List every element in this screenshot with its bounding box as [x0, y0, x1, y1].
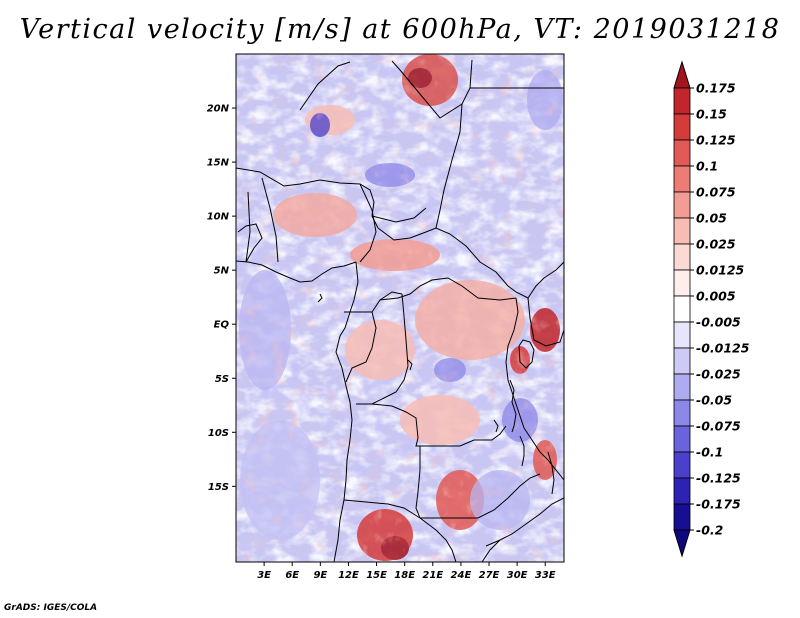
- colorbar-bin: [673, 477, 691, 505]
- grads-credit: GrADS: IGES/COLA: [4, 603, 98, 613]
- lake-victoria: [518, 339, 535, 369]
- border-benin: [261, 177, 279, 263]
- colorbar-bin: [673, 113, 691, 141]
- lat-tick-label: 10S: [208, 428, 229, 439]
- colorbar-bin: [673, 165, 691, 193]
- border-drc-angola: [356, 403, 507, 447]
- border-botswana: [481, 539, 501, 562]
- lon-tick-label: 9E: [313, 570, 327, 581]
- coastline-west-central: [333, 261, 359, 562]
- island-bioko: [317, 293, 323, 303]
- colorbar-label: 0.005: [696, 289, 736, 304]
- colorbar-label: -0.025: [696, 367, 741, 382]
- lon-tick-label: 3E: [257, 570, 271, 581]
- colorbar-label: -0.125: [696, 471, 741, 486]
- colorbar-label: -0.1: [696, 445, 723, 460]
- colorbar-bin: [673, 451, 691, 479]
- lat-tick-label: 15N: [207, 158, 230, 169]
- border-niger-algeria: [299, 61, 351, 111]
- lon-tick-label: 24E: [451, 570, 472, 581]
- colorbar-label: -0.175: [696, 497, 741, 512]
- colorbar-bin: [673, 243, 691, 271]
- border-angola-namibia: [343, 499, 421, 519]
- chart-title: Vertical velocity [m/s] at 600hPa, VT: 2…: [19, 14, 781, 45]
- lake-small-1: [407, 359, 413, 371]
- colorbar-label: 0.0125: [696, 263, 745, 278]
- lon-tick-label: 27E: [479, 570, 500, 581]
- lakes: [317, 293, 555, 495]
- lake-malawi: [547, 451, 555, 495]
- lon-tick-label: 6E: [285, 570, 299, 581]
- colorbar-bin: [673, 347, 691, 375]
- colorbar-label: -0.075: [696, 419, 741, 434]
- border-car: [377, 227, 529, 299]
- border-cameroon-chad: [359, 183, 377, 263]
- lake-small-2: [493, 419, 499, 433]
- border-congo-drc: [356, 293, 409, 405]
- colorbar-bin: [673, 425, 691, 453]
- colorbar-bin: [673, 87, 691, 115]
- colorbar-label: -0.2: [696, 523, 723, 538]
- lon-tick-label: 33E: [535, 570, 556, 581]
- border-malawi: [523, 427, 564, 481]
- lon-tick-label: 15E: [366, 570, 387, 581]
- colorbar-label: -0.005: [696, 315, 741, 330]
- border-niger-nigeria: [236, 167, 379, 229]
- colorbar-label: 0.175: [696, 81, 736, 96]
- colorbar-label: 0.125: [696, 133, 736, 148]
- border-congo-north: [344, 277, 517, 313]
- border-cameroon-congo: [379, 291, 403, 301]
- lat-tick-label: 20N: [207, 104, 230, 115]
- field-red-texture: [236, 54, 564, 562]
- border-gabon-congo: [345, 311, 377, 383]
- colorbar-label: -0.05: [696, 393, 732, 408]
- colorbar: 0.175 0.15 0.125 0.1 0.075 0.05 0.025 0.0125 0.0…: [673, 60, 750, 558]
- border-namibia-botswana: [419, 517, 457, 562]
- colorbar-label: 0.05: [696, 211, 727, 226]
- colorbar-bin: [673, 191, 691, 219]
- colorbar-label: 0.025: [696, 237, 736, 252]
- border-south-sudan: [527, 261, 564, 299]
- colorbar-label: -0.0125: [696, 341, 750, 356]
- colorbar-bin: [673, 295, 691, 323]
- country-borders: [236, 59, 564, 562]
- border-zambia-south: [420, 473, 541, 519]
- border-togo: [245, 191, 251, 263]
- lon-tick-label: 18E: [394, 570, 415, 581]
- lon-tick-label: 30E: [507, 570, 528, 581]
- colorbar-bin: [673, 399, 691, 427]
- colorbar-bin: [673, 321, 691, 349]
- lat-tick-label: 5S: [215, 374, 229, 385]
- colorbar-bin: [673, 217, 691, 245]
- colorbar-bin: [673, 503, 691, 531]
- colorbar-label: 0.1: [696, 159, 718, 174]
- colorbar-label: 0.075: [696, 185, 736, 200]
- colorbar-bin: [673, 139, 691, 167]
- border-ghana: [237, 223, 263, 263]
- lake-mweru: [519, 435, 525, 467]
- lat-tick-label: EQ: [214, 320, 230, 331]
- lat-tick-label: 15S: [208, 482, 229, 493]
- colorbar-top-arrow: [673, 60, 691, 89]
- map-frame: [235, 53, 565, 563]
- border-drc-east: [505, 297, 525, 429]
- lat-tick-label: 5N: [214, 266, 230, 277]
- lake-tanganyika: [509, 379, 517, 433]
- border-uganda: [527, 297, 564, 347]
- lon-tick-label: 12E: [338, 570, 359, 581]
- colorbar-bin: [673, 373, 691, 401]
- lat-tick-label: 10N: [207, 212, 230, 223]
- lon-tick-label: 21E: [422, 570, 443, 581]
- coastline-gulf-of-guinea: [236, 260, 357, 283]
- border-angola-zambia: [415, 446, 421, 519]
- colorbar-bottom-arrow: [673, 529, 691, 558]
- border-chad-car-north: [371, 207, 427, 223]
- map-axes: 20N 15N 10N 5N EQ 5S 10S 15S 3E 6E 9E 12E 15E 18E 21E 2…: [207, 104, 556, 581]
- border-chad-sudan: [435, 103, 463, 229]
- colorbar-label: 0.15: [696, 107, 727, 122]
- velocity-field: [236, 54, 564, 562]
- colorbar-bin: [673, 269, 691, 297]
